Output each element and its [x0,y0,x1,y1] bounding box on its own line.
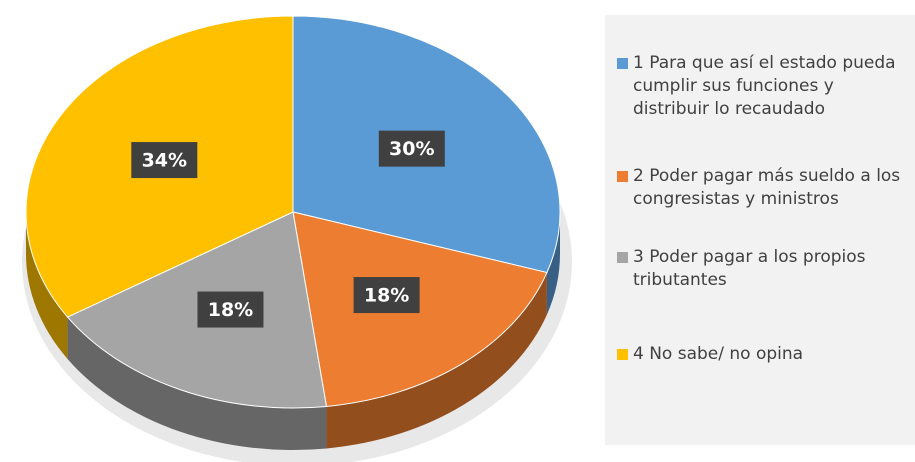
data-label: 18% [208,299,253,321]
legend: 1 Para que así el estado pueda cumplir s… [605,15,915,445]
legend-label: 1 Para que así el estado pueda cumplir s… [633,53,896,119]
pie-side [26,212,68,360]
legend-swatch [617,58,628,69]
data-label: 30% [389,138,434,160]
pie-slice [292,211,548,407]
label-box [197,291,264,328]
legend-entry: 2 Poder pagar más sueldo a los congresis… [617,165,909,211]
legend-label: 2 Poder pagar más sueldo a los congresis… [633,166,901,209]
legend-entry: 3 Poder pagar a los propios tributantes [617,246,909,292]
pie-side [546,212,560,315]
legend-swatch [617,349,628,360]
label-box [378,130,445,167]
pie-area: 30% 18% 18% 34% [22,15,572,462]
label-box [353,277,420,314]
legend-entry: 1 Para que así el estado pueda cumplir s… [617,52,909,121]
legend-label: 3 Poder pagar a los propios tributantes [633,247,866,290]
data-label: 18% [364,285,409,307]
pie-side [326,272,547,449]
data-label: 34% [142,150,187,172]
legend-swatch [617,171,628,182]
pie-side [67,317,327,450]
legend-entry: 4 No sabe/ no opina [617,343,909,366]
label-box [131,142,198,179]
legend-label: 4 No sabe/ no opina [633,344,804,364]
legend-swatch [617,252,628,263]
pie-slice [66,211,328,409]
